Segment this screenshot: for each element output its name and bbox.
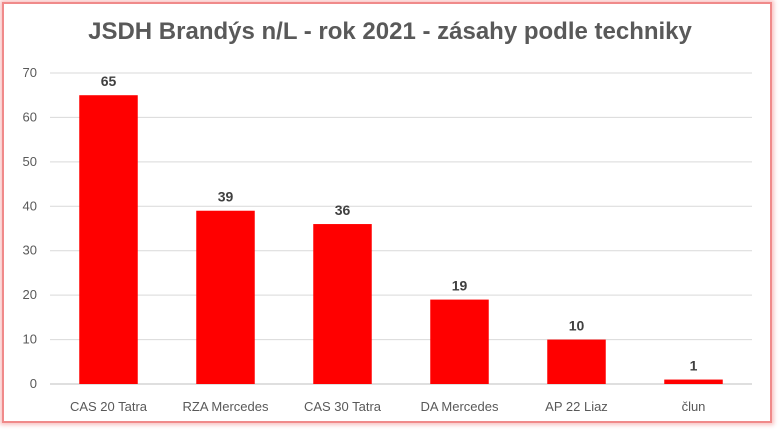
bar	[79, 95, 138, 384]
x-tick-label: člun	[682, 399, 706, 414]
x-tick-label: AP 22 Liaz	[545, 399, 608, 414]
x-tick-label: DA Mercedes	[420, 399, 499, 414]
data-label: 19	[452, 278, 468, 294]
y-tick-label: 60	[23, 109, 37, 124]
bar	[196, 210, 255, 384]
x-tick-label: CAS 20 Tatra	[70, 399, 148, 414]
x-tick-label: RZA Mercedes	[183, 399, 269, 414]
bar	[430, 299, 489, 384]
bar	[664, 379, 723, 384]
data-label: 1	[690, 358, 698, 374]
data-label: 10	[569, 318, 585, 334]
bar	[313, 224, 372, 384]
y-tick-label: 10	[23, 332, 37, 347]
data-label: 39	[218, 189, 234, 205]
y-tick-label: 40	[23, 198, 37, 213]
y-tick-label: 70	[23, 65, 37, 80]
chart-title: JSDH Brandýs n/L - rok 2021 - zásahy pod…	[88, 18, 692, 45]
data-label: 65	[101, 73, 117, 89]
y-tick-label: 0	[30, 376, 37, 391]
y-tick-label: 20	[23, 287, 37, 302]
x-tick-label: CAS 30 Tatra	[304, 399, 382, 414]
y-tick-label: 30	[23, 243, 37, 258]
bar	[547, 339, 606, 384]
data-label: 36	[335, 202, 351, 218]
y-tick-label: 50	[23, 154, 37, 169]
